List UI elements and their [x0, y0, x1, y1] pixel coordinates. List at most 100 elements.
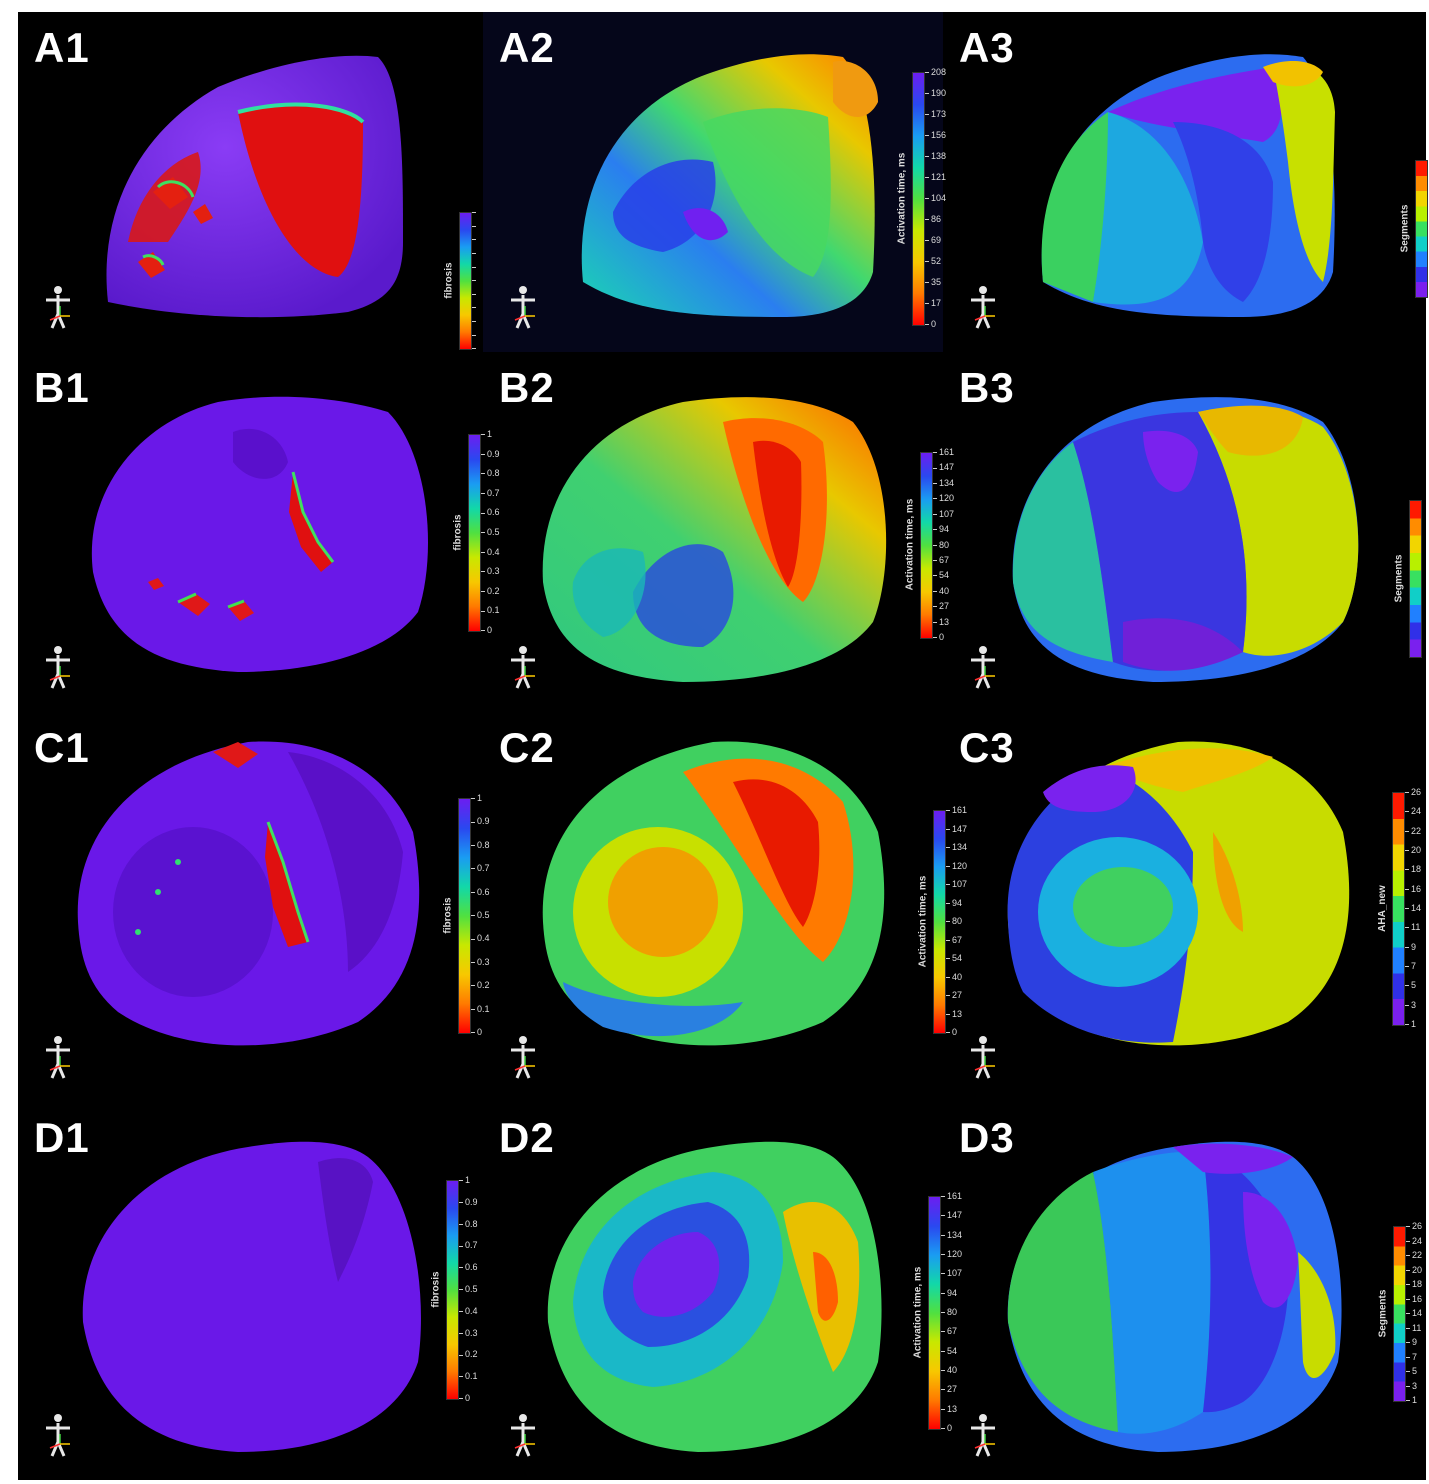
panel-d1: D1	[18, 1102, 483, 1480]
colorbar-tick: 9	[1406, 1338, 1417, 1347]
panel-label: A1	[34, 24, 90, 71]
panel-d2: D2	[483, 1102, 943, 1480]
colorbar-tick: 0.8	[471, 840, 490, 850]
colorbar-tick: 3	[1406, 1381, 1417, 1391]
colorbar-tick: 0.9	[459, 1197, 478, 1207]
colorbar-c3	[1392, 792, 1405, 1026]
colorbar-tick: 22	[1406, 1251, 1422, 1260]
colorbar-tick: 14	[1405, 904, 1421, 913]
orientation-axes-icon	[971, 286, 995, 329]
colorbar-d1	[446, 1180, 459, 1400]
colorbar-tick: 0.4	[481, 547, 500, 557]
colorbar-b2	[920, 452, 933, 639]
panel-c3: C3	[943, 712, 1426, 1102]
colorbar-tick: 0.5	[471, 911, 490, 920]
colorbar-tick: 156	[925, 131, 946, 140]
colorbar-tick: 173	[925, 110, 946, 119]
heart-fibrosis-map	[82, 1141, 421, 1452]
colorbar-tick: 14	[1406, 1309, 1422, 1318]
colorbar-tick: 161	[941, 1192, 962, 1201]
colorbar-tick: 20	[1406, 1265, 1422, 1275]
colorbar-tick: 16	[1405, 884, 1421, 894]
colorbar-tick: 7	[1405, 962, 1416, 971]
colorbar-tick: 0.2	[471, 981, 490, 990]
orientation-axes-icon	[511, 1036, 535, 1079]
colorbar-title: Activation time, ms	[904, 498, 916, 591]
colorbar-tick: 24	[1405, 807, 1421, 816]
orientation-axes-icon	[971, 646, 995, 689]
orientation-axes-icon	[971, 1036, 995, 1079]
colorbar-tick: 26	[1406, 1222, 1422, 1231]
panel-c1: C1	[18, 712, 483, 1102]
colorbar-c2	[933, 810, 946, 1034]
colorbar-tick: 0.7	[481, 488, 500, 498]
colorbar-tick	[472, 249, 478, 258]
colorbar-tick: 0.4	[471, 934, 490, 943]
colorbar-b1	[468, 434, 481, 632]
colorbar-tick: 0.6	[471, 887, 490, 897]
colorbar-a2	[912, 72, 925, 326]
colorbar-title: fibrosis	[442, 896, 454, 934]
colorbar-tick: 147	[946, 824, 967, 834]
colorbar-tick: 1	[1406, 1396, 1417, 1405]
colorbar-title: Activation time, ms	[912, 1266, 924, 1358]
colorbar-tick: 40	[941, 1366, 957, 1375]
heart-fibrosis-map	[91, 396, 428, 672]
panel-label: D1	[34, 1114, 90, 1161]
colorbar-tick: 1	[481, 430, 492, 439]
colorbar-tick: 104	[925, 194, 946, 203]
colorbar-tick: 0.9	[481, 449, 500, 459]
colorbar-tick: 0.3	[481, 567, 500, 576]
colorbar-tick: 94	[941, 1288, 957, 1298]
heart-segment-map	[1007, 741, 1350, 1046]
colorbar-tick	[472, 208, 478, 217]
orientation-axes-icon	[511, 286, 535, 329]
panel-a3: A3	[943, 12, 1426, 352]
orientation-axes-icon	[46, 646, 70, 689]
colorbar-tick: 0.6	[459, 1263, 478, 1272]
orientation-axes-icon	[511, 646, 535, 689]
panel-label: B1	[34, 364, 90, 411]
panel-label: B2	[499, 364, 555, 411]
colorbar-tick: 0.3	[459, 1328, 478, 1338]
colorbar-tick: 18	[1406, 1280, 1422, 1289]
panel-a2: A2	[483, 12, 943, 352]
colorbar-tick: 0.1	[471, 1004, 490, 1014]
colorbar-tick: 11	[1405, 923, 1420, 932]
colorbar-tick: 138	[925, 152, 946, 161]
colorbar-a1	[459, 212, 472, 350]
heart-segment-map	[1012, 397, 1359, 682]
colorbar-tick: 0	[925, 320, 936, 329]
colorbar-tick: 13	[933, 617, 949, 627]
orientation-axes-icon	[46, 1414, 70, 1457]
colorbar-tick: 134	[933, 478, 954, 488]
colorbar-title: Segments	[1393, 554, 1405, 602]
colorbar-tick: 0.8	[459, 1219, 478, 1229]
colorbar-tick: 107	[933, 509, 954, 519]
heart-activation-map	[547, 1141, 882, 1452]
colorbar-tick: 54	[946, 954, 962, 963]
orientation-axes-icon	[46, 1036, 70, 1079]
panel-label: C1	[34, 724, 90, 771]
colorbar-tick: 208	[925, 68, 946, 77]
colorbar-tick: 1	[471, 794, 482, 803]
colorbar-tick: 5	[1406, 1367, 1417, 1376]
heart-fibrosis-map	[106, 55, 404, 318]
colorbar-tick: 0.7	[471, 864, 490, 873]
colorbar-tick: 1	[459, 1176, 470, 1185]
heart-fibrosis-map	[77, 741, 420, 1046]
colorbar-tick	[472, 290, 478, 299]
colorbar-d2	[928, 1196, 941, 1430]
colorbar-title: Segments	[1377, 1289, 1389, 1337]
colorbar-title: Activation time, ms	[917, 875, 929, 967]
colorbar-tick: 1	[1405, 1020, 1416, 1029]
colorbar-tick: 0.5	[459, 1285, 478, 1294]
heart-activation-map	[542, 741, 885, 1046]
colorbar-tick: 107	[941, 1269, 962, 1278]
colorbar-tick: 18	[1405, 865, 1421, 874]
heart-activation-map	[542, 397, 887, 682]
colorbar-tick	[472, 303, 478, 312]
panel-c2: C2	[483, 712, 943, 1102]
colorbar-tick: 3	[1405, 1000, 1416, 1010]
colorbar-tick: 120	[933, 494, 954, 503]
